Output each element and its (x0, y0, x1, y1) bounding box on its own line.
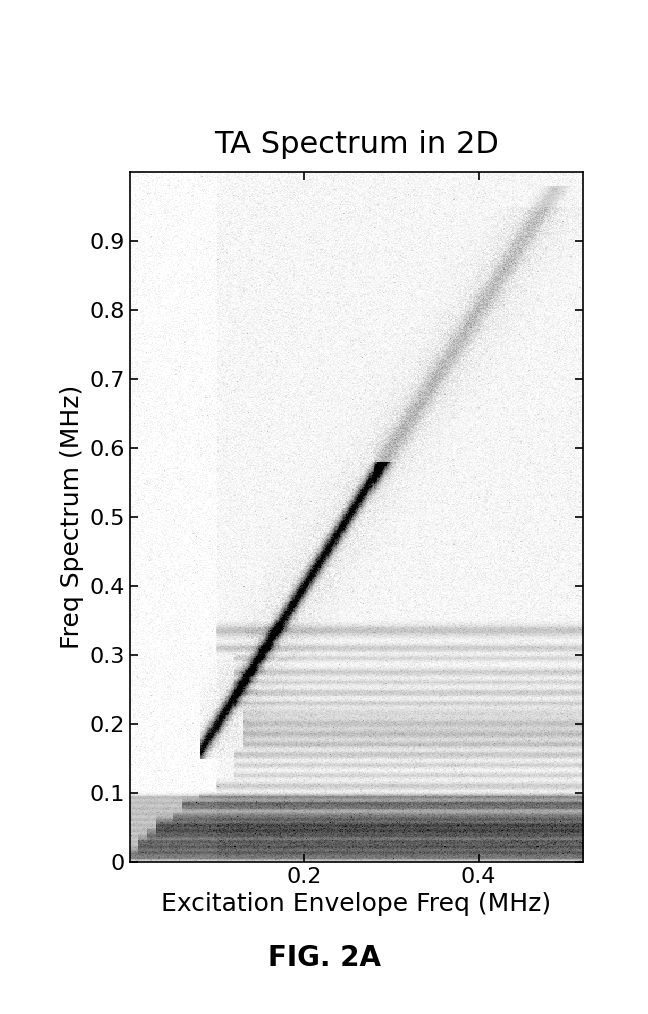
Text: FIG. 2A: FIG. 2A (268, 944, 380, 972)
Title: TA Spectrum in 2D: TA Spectrum in 2D (214, 130, 499, 159)
Y-axis label: Freq Spectrum (MHz): Freq Spectrum (MHz) (60, 385, 84, 649)
X-axis label: Excitation Envelope Freq (MHz): Excitation Envelope Freq (MHz) (161, 892, 551, 917)
